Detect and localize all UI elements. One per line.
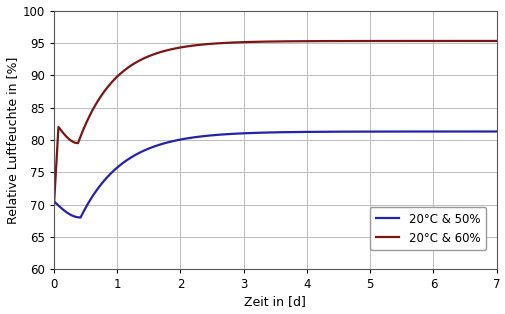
20°C & 60% <box>162 49 168 53</box>
20°C & 50% <box>112 168 118 171</box>
Legend: 20°C & 50%, 20°C & 60%: 20°C & 50%, 20°C & 60% <box>369 207 485 250</box>
Line: 20°C & 60%: 20°C & 60% <box>54 41 496 205</box>
20°C & 50% <box>194 135 200 139</box>
20°C & 60% <box>54 149 60 152</box>
Y-axis label: Relative Luftfeuchte in [%]: Relative Luftfeuchte in [%] <box>6 56 19 224</box>
20°C & 60% <box>193 43 199 47</box>
20°C & 50% <box>77 216 83 219</box>
20°C & 50% <box>275 130 281 134</box>
20°C & 50% <box>493 130 499 133</box>
20°C & 50% <box>51 199 57 203</box>
20°C & 60% <box>274 40 280 43</box>
20°C & 60% <box>357 39 363 43</box>
20°C & 50% <box>163 141 169 145</box>
Line: 20°C & 50%: 20°C & 50% <box>54 132 496 218</box>
20°C & 50% <box>54 203 60 206</box>
20°C & 60% <box>493 39 499 43</box>
20°C & 50% <box>358 130 364 133</box>
X-axis label: Zeit in [d]: Zeit in [d] <box>244 295 306 308</box>
20°C & 60% <box>51 203 57 207</box>
20°C & 60% <box>111 78 117 82</box>
